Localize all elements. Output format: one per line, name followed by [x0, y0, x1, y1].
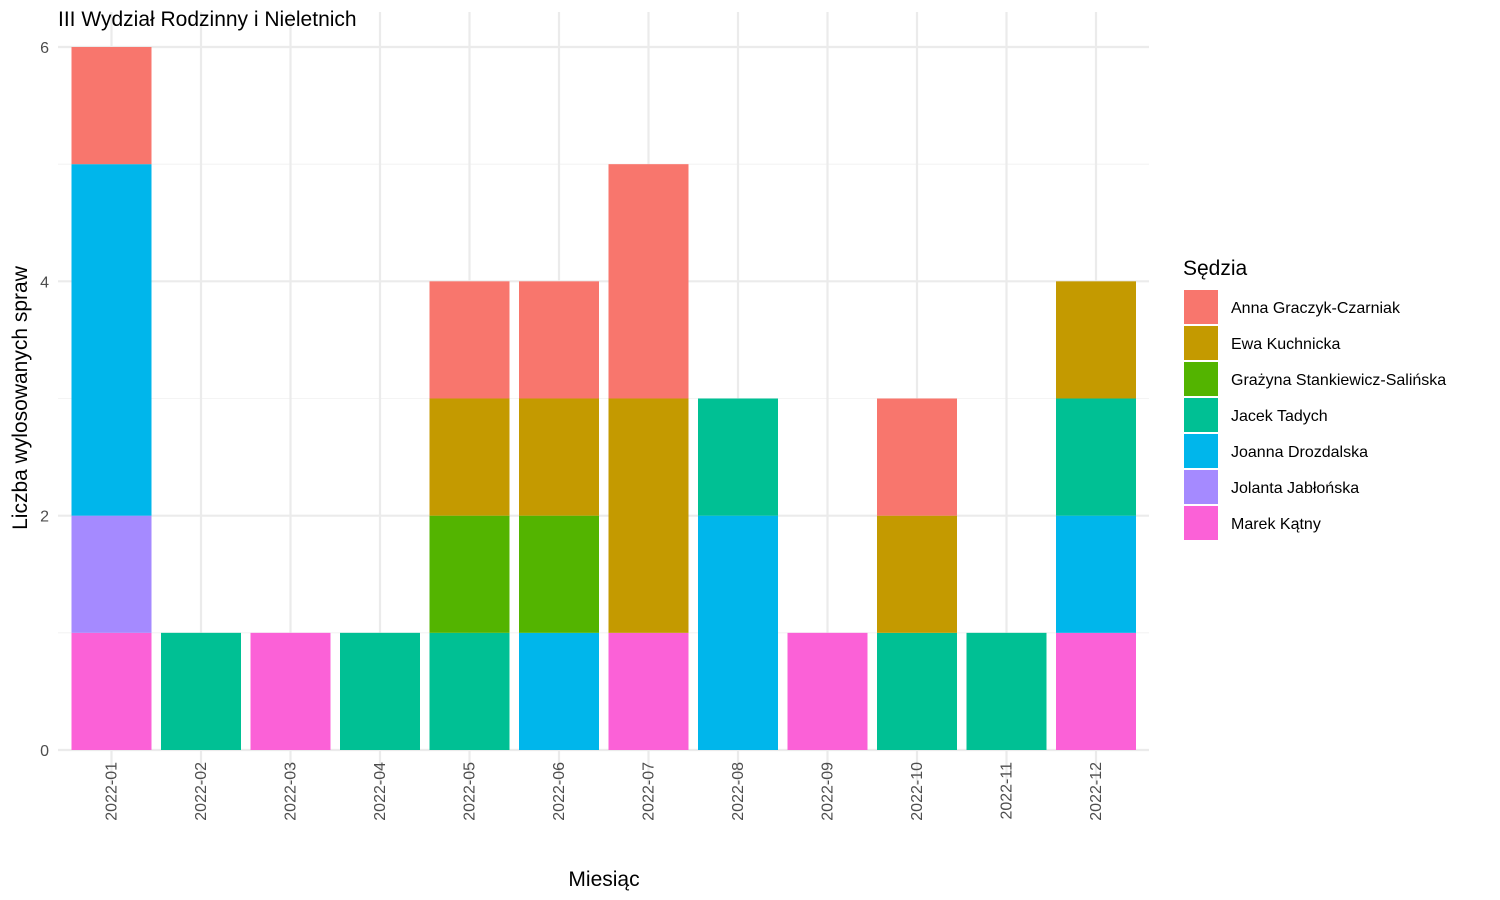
legend-label: Jacek Tadych — [1231, 408, 1328, 425]
bar-segment — [161, 632, 241, 750]
legend-label: Grażyna Stankiewicz-Salińska — [1231, 372, 1446, 389]
x-axis-ticks: 2022-01 2022-02 2022-03 2022-04 2022-05 2022-… — [104, 762, 1106, 821]
legend: Sędzia Anna Graczyk-Czarniak Ewa Kuchnick… — [1183, 257, 1446, 540]
bar-segment — [429, 515, 510, 633]
x-axis-title: Miesiąc — [568, 868, 639, 891]
bars — [71, 47, 1136, 750]
bar-segment — [877, 398, 957, 516]
bar-segment — [1056, 632, 1136, 750]
x-tick-label: 2022-09 — [820, 762, 837, 821]
x-tick-label: 2022-10 — [909, 762, 926, 821]
x-tick-label: 2022-01 — [104, 762, 121, 821]
bar-segment — [877, 515, 957, 633]
bar-segment — [519, 398, 599, 516]
y-axis-title: Liczba wylosowanych spraw — [9, 265, 32, 530]
legend-key — [1184, 362, 1218, 396]
bar-segment — [698, 398, 778, 516]
legend-key — [1184, 434, 1218, 468]
legend-label: Joanna Drozdalska — [1231, 444, 1368, 461]
bar-segment — [250, 632, 331, 750]
bar-segment — [1056, 281, 1136, 399]
bar-segment — [608, 398, 689, 633]
x-tick-label: 2022-08 — [730, 762, 747, 821]
bar-segment — [1056, 398, 1136, 516]
x-tick-label: 2022-06 — [551, 762, 568, 821]
bar-segment — [429, 281, 510, 399]
legend-title: Sędzia — [1183, 257, 1248, 280]
bar-segment — [71, 47, 152, 165]
legend-key — [1184, 470, 1218, 504]
x-tick-label: 2022-07 — [641, 762, 658, 821]
legend-key — [1184, 290, 1218, 324]
legend-label: Marek Kątny — [1231, 516, 1321, 533]
x-tick-label: 2022-02 — [193, 762, 210, 821]
bar-segment — [608, 632, 689, 750]
bar-segment — [519, 632, 599, 750]
legend-key — [1184, 506, 1218, 540]
bar-segment — [340, 632, 420, 750]
y-axis-ticks: 0 2 4 6 — [40, 40, 49, 760]
bar-segment — [787, 632, 868, 750]
y-tick-label: 2 — [40, 509, 49, 526]
y-tick-label: 0 — [40, 743, 49, 760]
legend-label: Ewa Kuchnicka — [1231, 336, 1340, 353]
bar-segment — [71, 164, 152, 516]
y-tick-label: 6 — [40, 40, 49, 57]
chart-title: III Wydział Rodzinny i Nieletnich — [58, 8, 357, 31]
bar-segment — [71, 515, 152, 633]
legend-label: Anna Graczyk-Czarniak — [1231, 300, 1401, 317]
x-tick-label: 2022-12 — [1088, 762, 1105, 821]
bar-segment — [429, 632, 510, 750]
bar-segment — [71, 632, 152, 750]
y-tick-label: 4 — [40, 274, 49, 291]
x-tick-label: 2022-11 — [999, 762, 1016, 820]
x-tick-label: 2022-04 — [372, 762, 389, 821]
bar-segment — [698, 515, 778, 750]
bar-segment — [608, 164, 689, 399]
legend-key — [1184, 326, 1218, 360]
bar-segment — [429, 398, 510, 516]
legend-key — [1184, 398, 1218, 432]
bar-segment — [966, 632, 1047, 750]
legend-label: Jolanta Jabłońska — [1231, 480, 1359, 497]
x-tick-label: 2022-05 — [462, 762, 479, 821]
bar-segment — [519, 281, 599, 399]
bar-segment — [1056, 515, 1136, 633]
bar-segment — [877, 632, 957, 750]
bar-segment — [519, 515, 599, 633]
x-tick-label: 2022-03 — [283, 762, 300, 821]
